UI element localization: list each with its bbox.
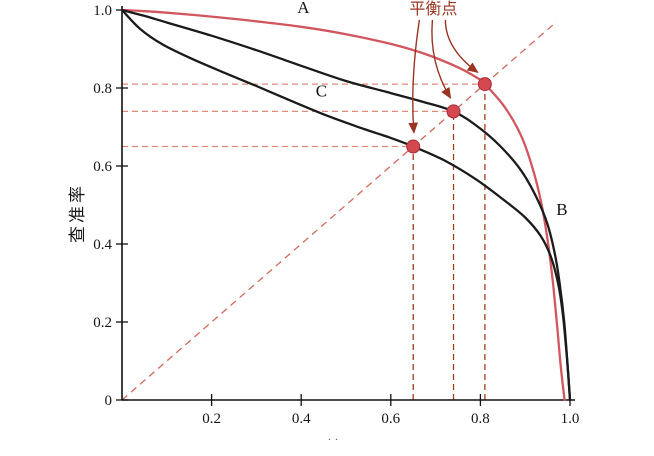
x-tick-label: 0.2 — [202, 411, 221, 427]
y-tick-label: 0.4 — [93, 237, 112, 253]
y-tick-label: 0.2 — [93, 315, 112, 331]
break-even-annotation-label: 平衡点 — [409, 0, 457, 18]
y-tick-label: 0 — [105, 393, 113, 409]
curve-B — [120, 8, 572, 402]
y-tick-label: 0.8 — [93, 81, 112, 97]
x-tick-label: 0.6 — [381, 411, 400, 427]
break-even-dot-1 — [446, 104, 461, 119]
curve-label-B: B — [556, 200, 567, 219]
break-even-dot-2 — [477, 77, 492, 92]
cropped-xlabel-marks: · · — [328, 432, 339, 446]
x-tick-label: 1.0 — [561, 411, 580, 427]
break-even-arrow-1 — [431, 19, 452, 99]
y-tick-label: 1.0 — [93, 3, 112, 19]
y-axis-label: 查准率 — [68, 183, 88, 243]
x-tick-label: 0.8 — [471, 411, 490, 427]
y-tick-label: 0.6 — [93, 159, 112, 175]
curve-A — [120, 8, 566, 402]
break-even-dot-0 — [406, 139, 421, 154]
x-tick-label: 0.4 — [292, 411, 311, 427]
curve-label-A: A — [297, 0, 310, 17]
break-even-arrow-2 — [444, 19, 479, 74]
break-even-arrow-0 — [408, 19, 421, 134]
curve-label-C: C — [316, 82, 327, 101]
